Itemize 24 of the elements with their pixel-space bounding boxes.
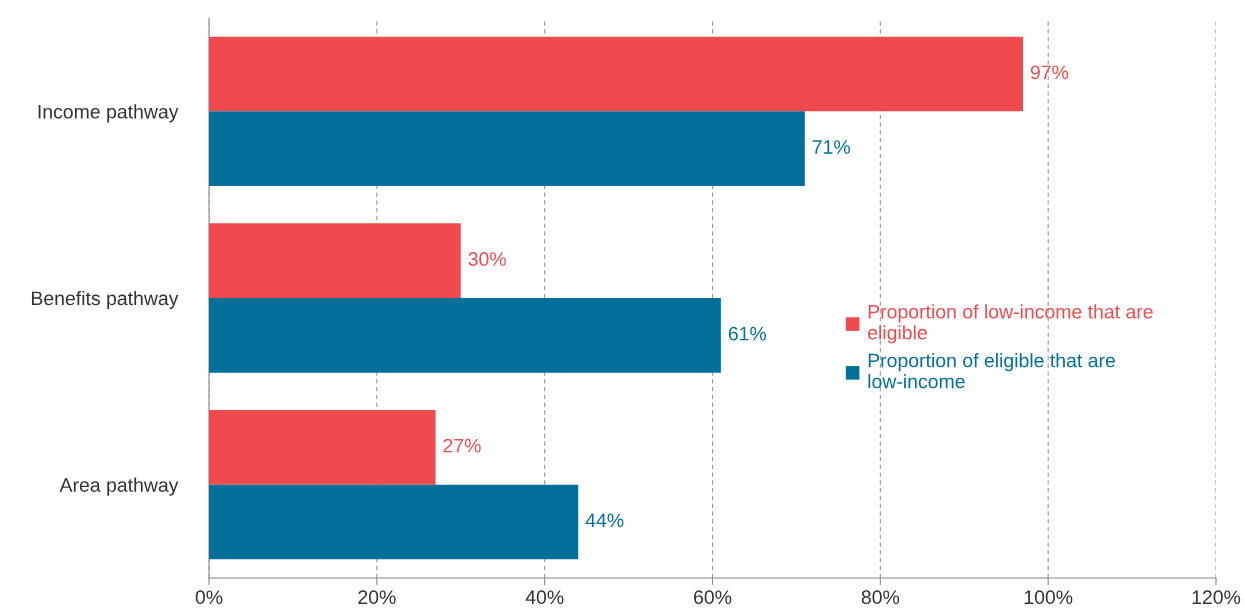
bar (209, 484, 579, 560)
bar (209, 410, 436, 485)
legend-label: Proportion of eligible that are low-income (868, 353, 1115, 389)
x-tick-label: 60% (694, 590, 732, 605)
data-label: 30% (468, 252, 506, 266)
y-tick-label: Area pathway (59, 477, 179, 496)
legend-label: Proportion of low-income that are eligible (868, 304, 1153, 344)
bar (209, 36, 1023, 112)
x-tick-label: 40% (525, 590, 564, 605)
bar (209, 298, 721, 373)
data-label: 97% (1030, 65, 1069, 80)
x-tick-label: 100% (1024, 590, 1073, 605)
x-tick-label: 0% (195, 590, 223, 605)
data-label: 27% (443, 438, 481, 453)
x-tick-label: 80% (861, 590, 900, 605)
data-label: 44% (585, 513, 624, 528)
x-tick-label: 120% (1192, 590, 1241, 605)
data-label: 61% (728, 326, 767, 341)
y-tick-label: Income pathway (38, 104, 179, 123)
data-label: 71% (812, 140, 850, 154)
bar (209, 223, 461, 298)
bar (209, 111, 805, 186)
y-tick-label: Benefits pathway (31, 290, 179, 310)
x-tick-label: 20% (358, 590, 396, 605)
